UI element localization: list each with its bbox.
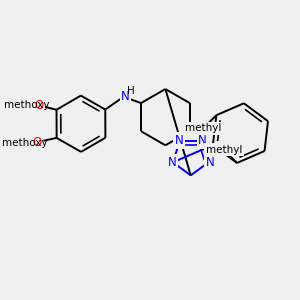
Text: N: N [168, 156, 176, 169]
Text: methyl: methyl [185, 123, 221, 134]
Text: N: N [121, 90, 129, 103]
Text: O: O [32, 136, 42, 149]
Text: H: H [127, 86, 135, 96]
Text: methoxy: methoxy [2, 138, 47, 148]
Text: O: O [34, 99, 43, 112]
Text: N: N [198, 134, 207, 147]
Text: N: N [174, 134, 183, 147]
Text: methoxy: methoxy [4, 100, 49, 110]
Text: N: N [206, 156, 215, 169]
Text: methyl: methyl [206, 145, 242, 155]
